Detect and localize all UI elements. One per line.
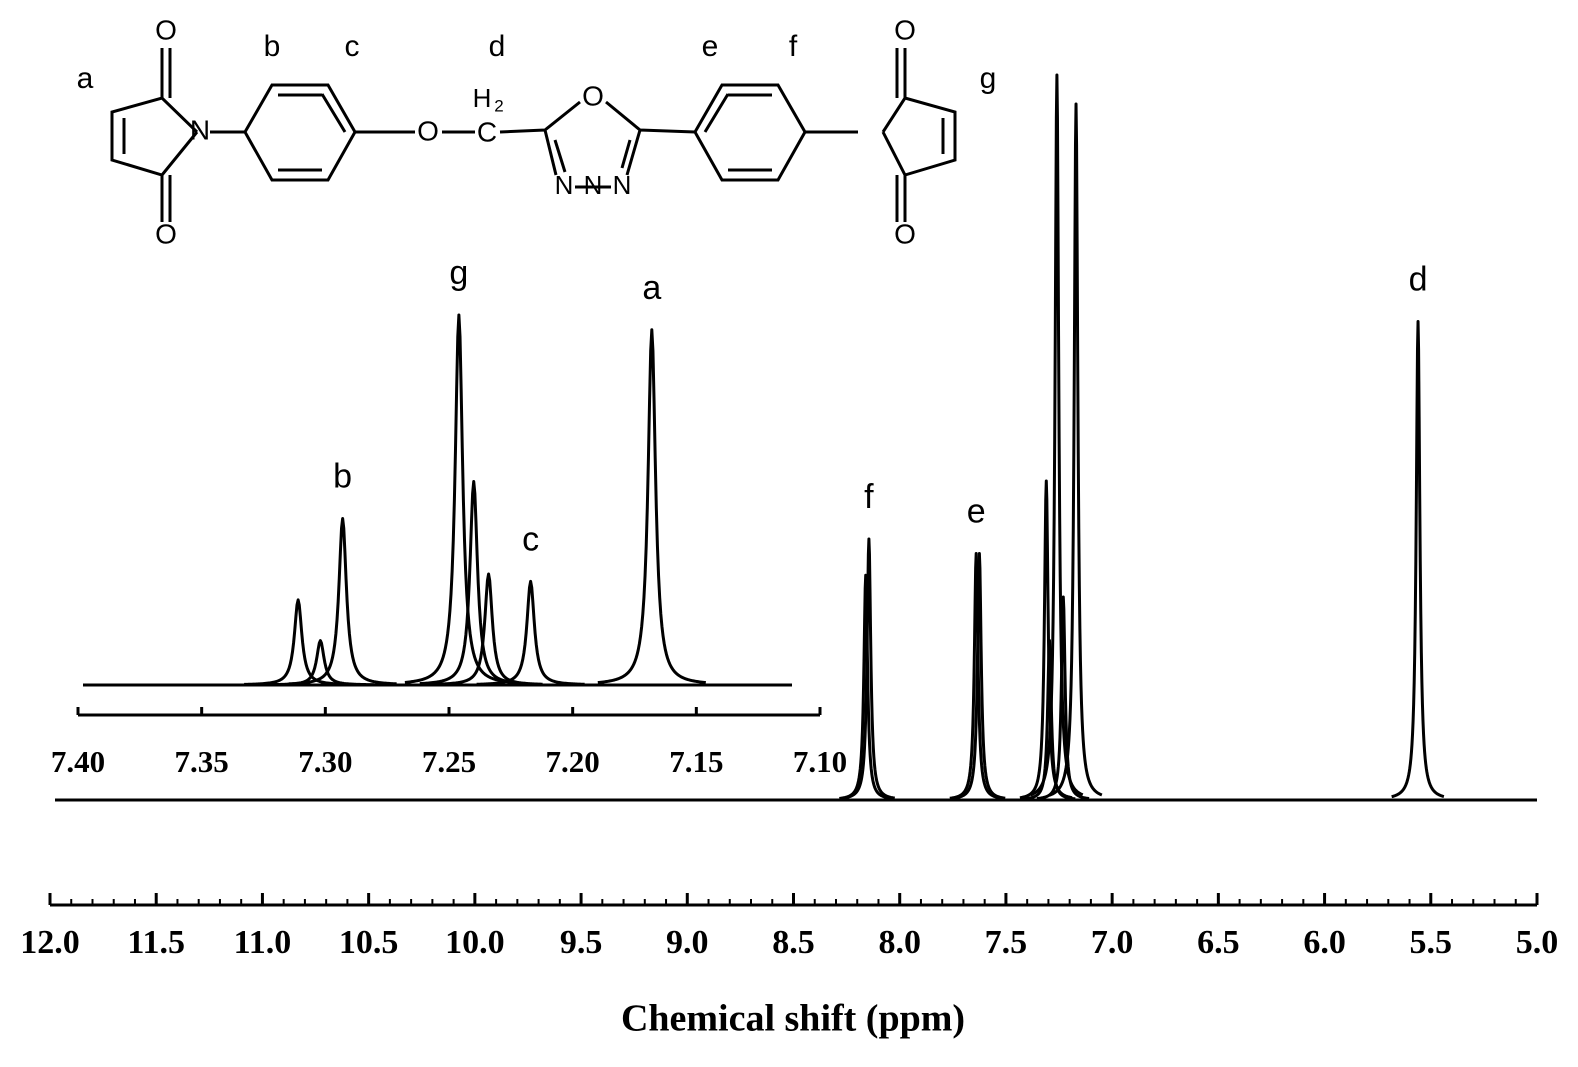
- atom-label: 2: [494, 96, 503, 115]
- peak-label: f: [864, 478, 874, 516]
- peak: [952, 552, 1007, 800]
- x-tick-label: 5.0: [1516, 924, 1559, 961]
- peak: [1022, 639, 1077, 801]
- structure: [110, 48, 957, 222]
- x-tick-label: 12.0: [20, 924, 80, 961]
- bonds: [110, 48, 957, 222]
- atom-label: O: [155, 14, 177, 45]
- x-tick-label: 7.5: [985, 924, 1028, 961]
- site-label: d: [489, 30, 506, 63]
- site-label: b: [264, 30, 281, 63]
- x-tick-label: 7.15: [669, 744, 723, 779]
- peak: [841, 537, 896, 800]
- atom-label: N: [190, 114, 210, 145]
- peak-label: d: [1409, 260, 1428, 298]
- atom-label: O: [894, 218, 916, 249]
- atom-label: N: [555, 170, 574, 200]
- atom-label: O: [417, 115, 439, 146]
- site-label: f: [789, 30, 798, 63]
- x-tick-label: 11.5: [127, 924, 185, 961]
- x-tick-label: 7.10: [793, 744, 847, 779]
- x-tick-label: 5.5: [1410, 924, 1453, 961]
- x-tick-label: 7.35: [175, 744, 229, 779]
- site-label: c: [345, 30, 360, 63]
- x-tick-label: 7.0: [1091, 924, 1134, 961]
- peak: [1048, 102, 1103, 797]
- peak: [288, 517, 398, 686]
- atom-label: O: [582, 80, 604, 111]
- x-tick-label: 10.0: [445, 924, 505, 961]
- x-axis-title: Chemical shift (ppm): [621, 998, 965, 1040]
- atom-label: N: [613, 170, 632, 200]
- peak: [243, 598, 353, 686]
- peak-label: c: [522, 520, 539, 558]
- peak: [404, 313, 514, 684]
- site-label: g: [980, 62, 997, 95]
- x-tick-label: 7.30: [298, 744, 352, 779]
- peak-label: g: [449, 254, 468, 292]
- atom-label: O: [155, 218, 177, 249]
- x-tick-label: 11.0: [234, 924, 292, 961]
- peak: [476, 579, 585, 686]
- peak-label: e: [967, 492, 986, 530]
- atom-label: O: [894, 14, 916, 45]
- x-tick-label: 7.20: [546, 744, 600, 779]
- atom-label: H: [473, 83, 492, 113]
- peak: [434, 572, 543, 686]
- peak: [1390, 320, 1445, 799]
- x-tick-label: 8.5: [772, 924, 815, 961]
- peak-label: b: [333, 457, 352, 495]
- x-tick-label: 9.0: [666, 924, 709, 961]
- peak: [1035, 595, 1091, 801]
- peak: [1029, 73, 1084, 797]
- x-tick-label: 9.5: [560, 924, 603, 961]
- x-tick-label: 6.0: [1303, 924, 1346, 961]
- atom-label: N: [584, 170, 603, 200]
- peak: [597, 328, 707, 685]
- x-tick-label: 6.5: [1197, 924, 1240, 961]
- site-label: e: [702, 30, 719, 63]
- x-tick-label: 10.5: [339, 924, 399, 961]
- x-tick-label: 8.0: [878, 924, 921, 961]
- peak: [266, 639, 375, 687]
- x-tick-label: 7.25: [422, 744, 476, 779]
- site-label: a: [77, 62, 94, 95]
- x-tick-label: 7.40: [51, 744, 105, 779]
- peak-label: a: [642, 269, 661, 307]
- atom-label: C: [477, 116, 497, 147]
